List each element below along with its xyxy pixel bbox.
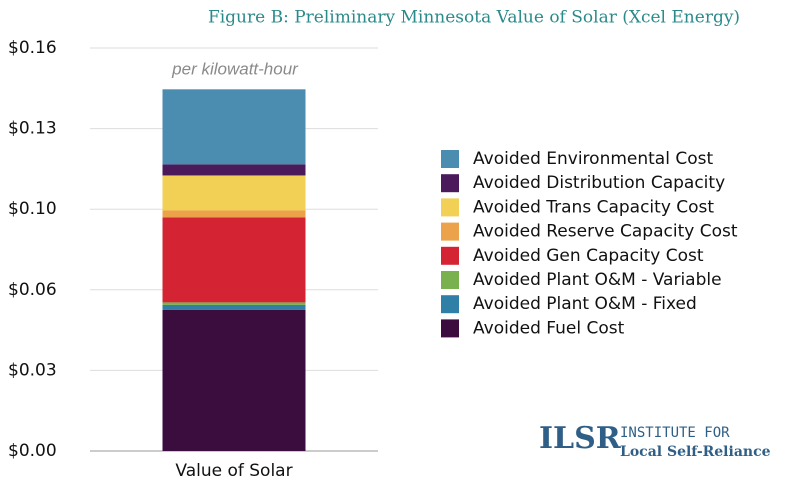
bar-segment: [162, 175, 306, 211]
y-tick-label: $0.03: [8, 360, 57, 380]
legend-label: Avoided Environmental Cost: [473, 149, 713, 169]
legend-swatch: [441, 246, 459, 265]
bar-segment: [162, 302, 306, 305]
y-tick-label: $0.00: [8, 441, 57, 461]
legend-swatch: [441, 150, 459, 168]
x-tick-label: Value of Solar: [175, 461, 292, 481]
legend-label: Avoided Reserve Capacity Cost: [473, 222, 738, 242]
legend-label: Avoided Fuel Cost: [473, 318, 625, 338]
logo-line2: Local Self-Reliance: [620, 444, 771, 460]
legend-label: Avoided Gen Capacity Cost: [473, 246, 704, 266]
y-tick-label: $0.10: [8, 199, 57, 219]
logo-line1: INSTITUTE FOR: [620, 425, 730, 441]
legend-swatch: [441, 222, 459, 241]
logo-mark: ILSR: [539, 421, 622, 456]
chart-title: Figure B: Preliminary Minnesota Value of…: [208, 8, 740, 28]
legend-swatch: [441, 198, 459, 217]
legend-label: Avoided Trans Capacity Cost: [473, 197, 714, 217]
bar-segment: [162, 210, 306, 218]
bar-segment: [162, 309, 306, 451]
legend-label: Avoided Plant O&M - Fixed: [473, 294, 697, 314]
y-tick-label: $0.16: [8, 38, 57, 58]
annotation: per kilowatt-hour: [171, 59, 299, 78]
y-tick-label: $0.13: [8, 119, 57, 139]
bar-segment: [162, 217, 306, 303]
legend-swatch: [441, 319, 459, 338]
y-tick-label: $0.06: [8, 280, 57, 300]
legend-swatch: [441, 295, 459, 314]
bar-segment: [162, 304, 306, 310]
legend-label: Avoided Distribution Capacity: [473, 173, 725, 193]
legend-swatch: [441, 271, 459, 289]
legend-label: Avoided Plant O&M - Variable: [473, 270, 722, 290]
bar-segment: [162, 164, 306, 176]
legend-swatch: [441, 174, 459, 193]
bar-segment: [162, 89, 306, 165]
